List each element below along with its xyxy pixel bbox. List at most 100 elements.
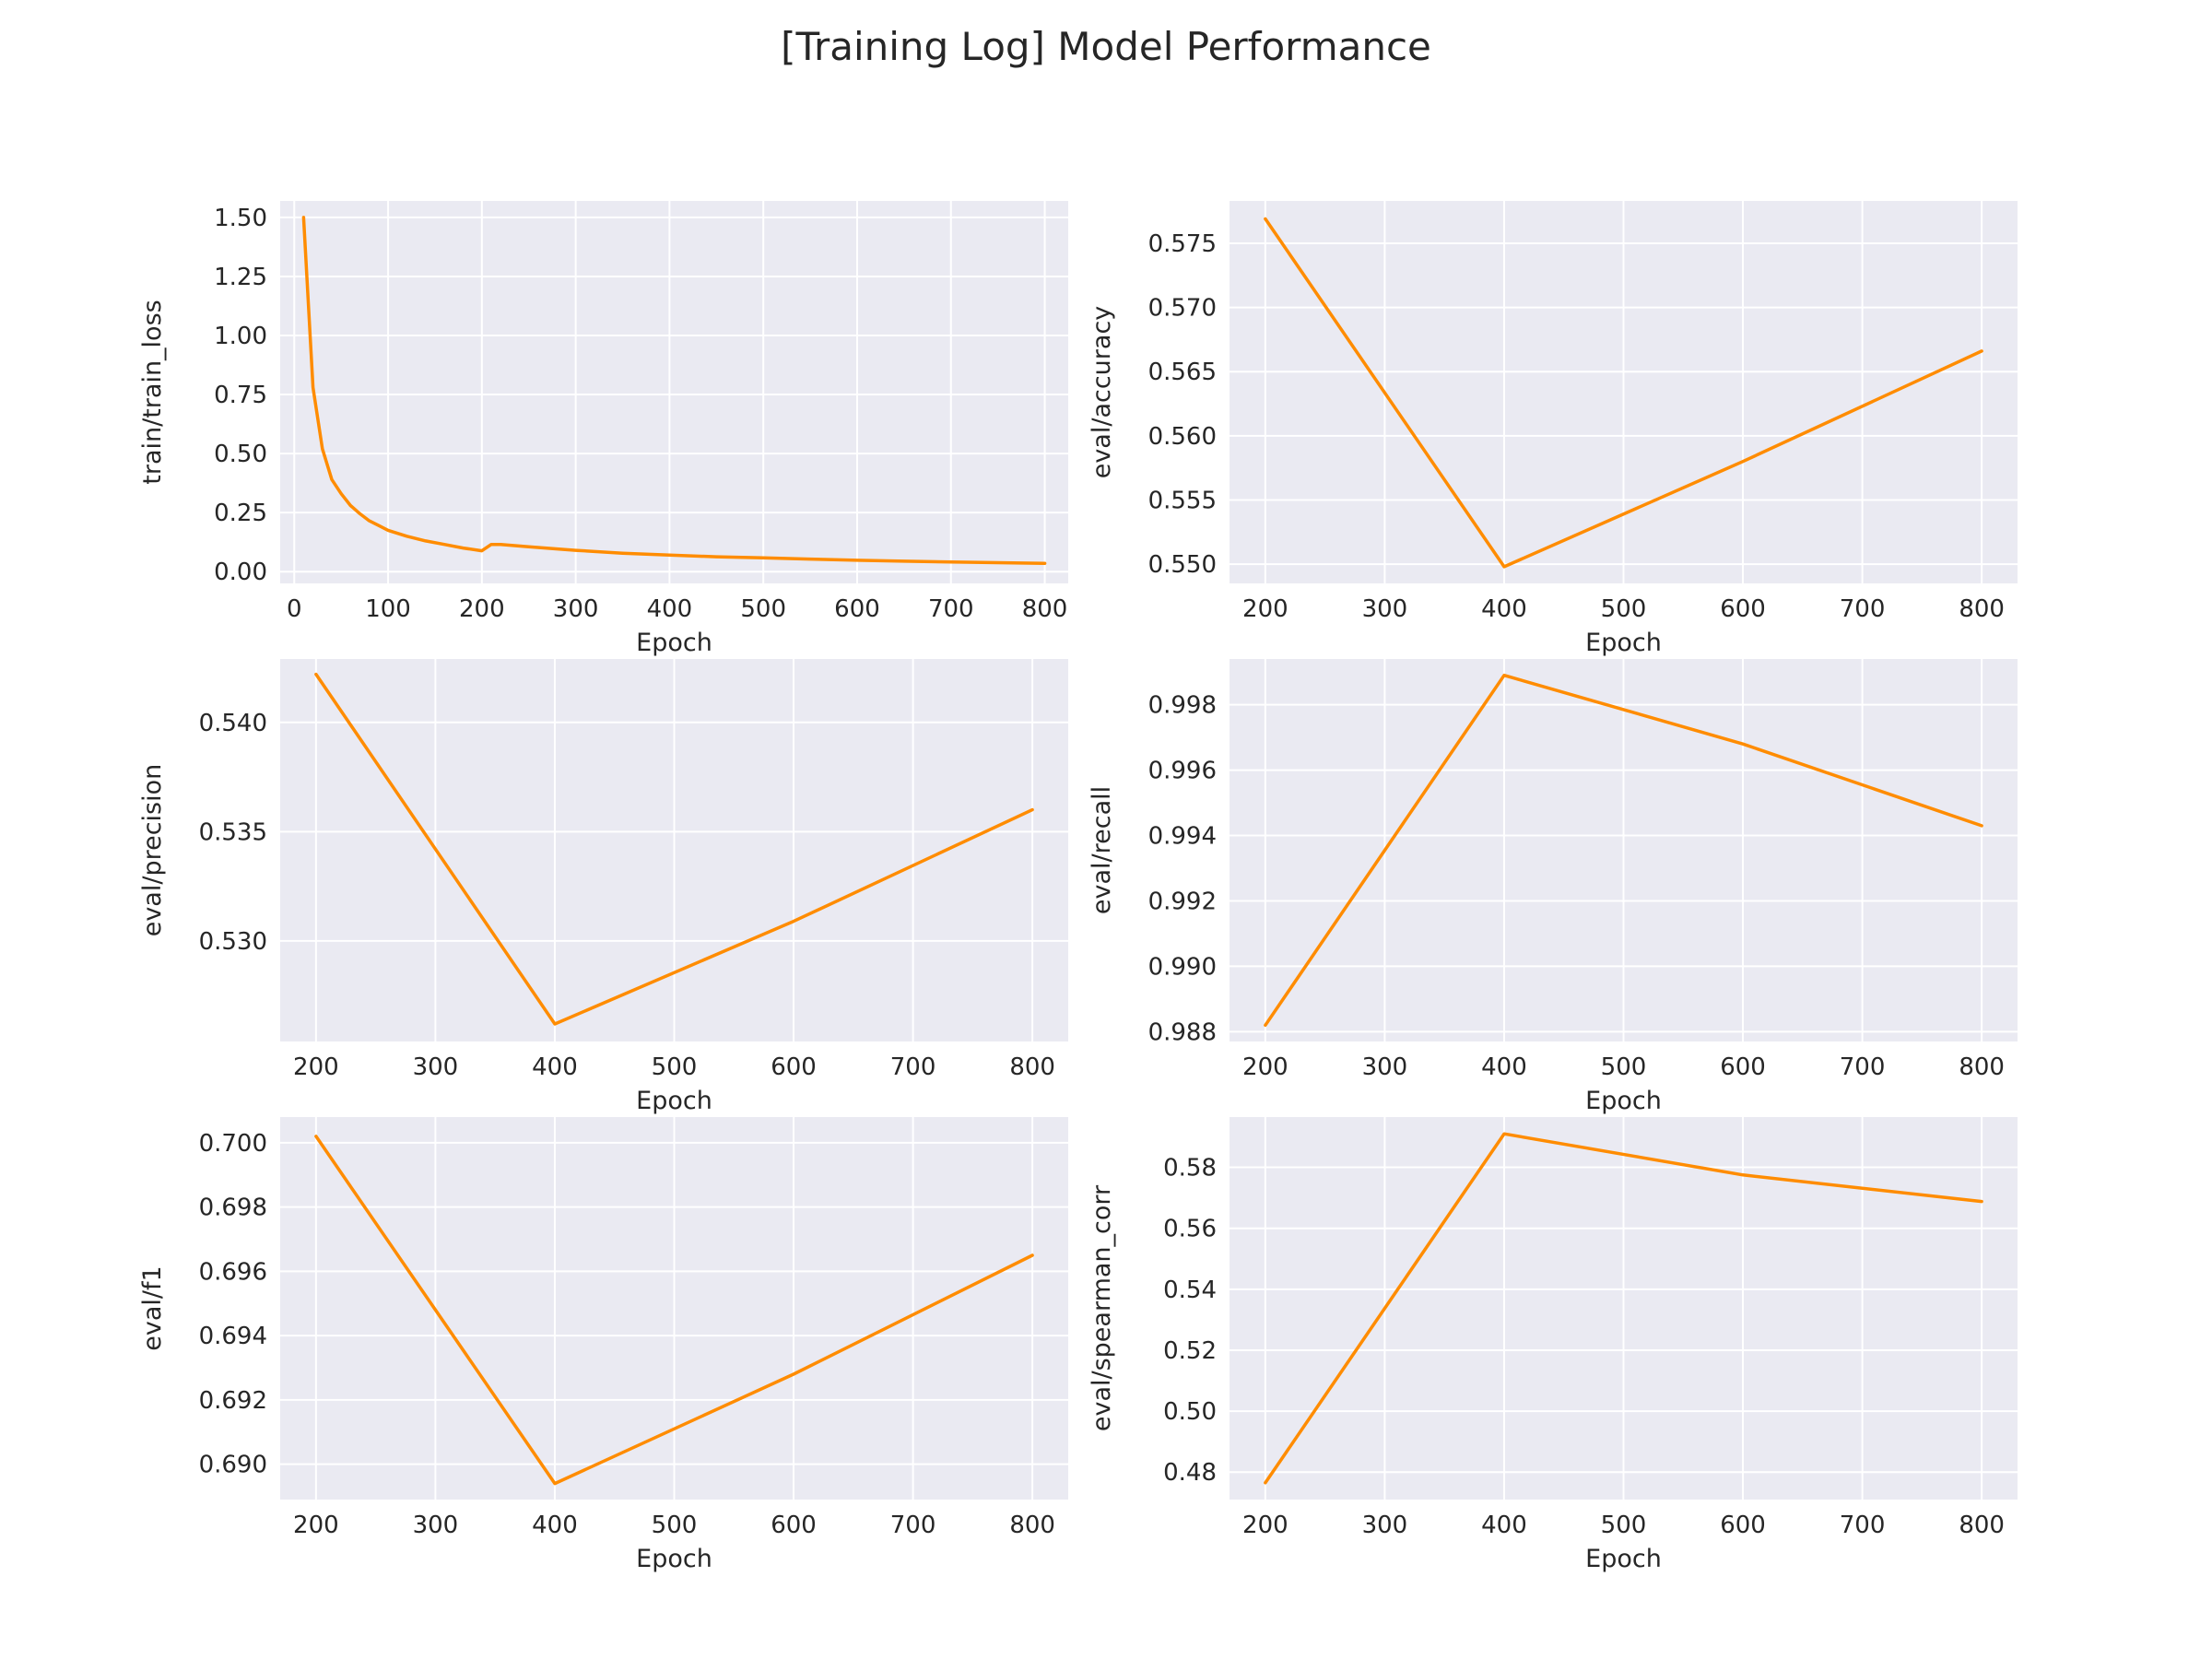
y-tick-label: 0.555 xyxy=(1148,487,1217,514)
x-axis-label: Epoch xyxy=(1585,1545,1662,1573)
figure-title: [Training Log] Model Performance xyxy=(781,24,1431,69)
x-tick-label: 800 xyxy=(1959,1053,2005,1081)
subplot-2: 200 300 400 500 600 700 800 0.550 0.555 0.560 0.56… xyxy=(1088,201,2018,657)
x-tick-label: 500 xyxy=(1601,1053,1647,1081)
x-tick-label: 200 xyxy=(459,595,505,623)
y-tick-label: 0.696 xyxy=(199,1258,267,1286)
x-tick-label: 200 xyxy=(1242,1053,1288,1081)
x-tick-label: 100 xyxy=(365,595,411,623)
x-tick-label: 700 xyxy=(890,1512,936,1539)
x-tick-label: 700 xyxy=(890,1053,936,1081)
y-tick-label: 0.694 xyxy=(199,1323,267,1350)
x-tick-label: 500 xyxy=(740,595,786,623)
series-line xyxy=(1264,217,1983,569)
x-axis-label: Epoch xyxy=(636,1545,712,1573)
x-tick-label: 300 xyxy=(553,595,599,623)
y-tick-label: 1.25 xyxy=(214,264,267,291)
subplot-1: 0 100 200 300 400 500 600 700 800 0.00 0.25 0.50 0.7… xyxy=(138,201,1068,657)
x-tick-label: 400 xyxy=(647,595,693,623)
x-tick-label: 600 xyxy=(834,595,880,623)
y-tick-label: 0.700 xyxy=(199,1130,267,1158)
x-tick-label: 400 xyxy=(532,1053,578,1081)
y-tick-label: 0.570 xyxy=(1148,295,1217,323)
y-tick-label: 0.75 xyxy=(214,382,267,409)
y-tick-label: 0.52 xyxy=(1163,1337,1217,1365)
y-tick-label: 0.565 xyxy=(1148,359,1217,386)
x-tick-label: 700 xyxy=(928,595,974,623)
y-tick-label: 0.996 xyxy=(1148,758,1217,785)
x-tick-label: 400 xyxy=(1481,1053,1527,1081)
x-tick-label: 400 xyxy=(1481,1512,1527,1539)
series-line xyxy=(1264,1132,1983,1485)
x-tick-label: 700 xyxy=(1840,1053,1886,1081)
series-line xyxy=(1264,673,1983,1028)
y-axis-label: eval/spearman_corr xyxy=(1088,1184,1116,1431)
y-axis-label: eval/recall xyxy=(1088,786,1116,914)
y-axis-label: train/train_loss xyxy=(138,300,167,484)
y-tick-label: 0.530 xyxy=(199,928,267,956)
x-tick-label: 800 xyxy=(1959,1512,2005,1539)
y-tick-label: 0.988 xyxy=(1148,1018,1217,1046)
y-tick-label: 0.550 xyxy=(1148,551,1217,579)
y-tick-label: 0.50 xyxy=(1163,1398,1217,1426)
y-axis-label: eval/f1 xyxy=(138,1265,167,1350)
series-line xyxy=(314,672,1034,1026)
y-tick-label: 0.698 xyxy=(199,1194,267,1222)
y-tick-label: 0.535 xyxy=(199,818,267,846)
x-tick-label: 200 xyxy=(1242,1512,1288,1539)
x-tick-label: 300 xyxy=(1362,595,1408,623)
y-tick-label: 1.00 xyxy=(214,323,267,350)
x-axis-label: Epoch xyxy=(636,629,712,657)
subplot-3: 200 300 400 500 600 700 800 0.530 0.535 0.540 Epoc… xyxy=(138,659,1068,1115)
y-tick-label: 0.540 xyxy=(199,710,267,737)
series-line xyxy=(301,216,1047,565)
y-tick-label: 0.50 xyxy=(214,441,267,468)
x-tick-label: 300 xyxy=(1362,1053,1408,1081)
y-tick-label: 0.58 xyxy=(1163,1155,1217,1182)
x-tick-label: 600 xyxy=(1720,595,1766,623)
x-tick-label: 200 xyxy=(293,1512,339,1539)
y-tick-label: 0.992 xyxy=(1148,888,1217,915)
x-tick-label: 500 xyxy=(1601,595,1647,623)
y-tick-label: 0.990 xyxy=(1148,953,1217,981)
y-tick-label: 0.54 xyxy=(1163,1277,1217,1304)
x-tick-label: 400 xyxy=(1481,595,1527,623)
x-tick-label: 800 xyxy=(1022,595,1068,623)
x-tick-label: 300 xyxy=(413,1512,459,1539)
subplot-4: 200 300 400 500 600 700 800 0.988 0.990 0.992 0.99… xyxy=(1088,659,2018,1115)
x-axis-label: Epoch xyxy=(1585,629,1662,657)
x-tick-label: 600 xyxy=(1720,1053,1766,1081)
y-tick-label: 0.25 xyxy=(214,500,267,527)
plot-area xyxy=(280,201,1068,583)
x-tick-label: 700 xyxy=(1840,595,1886,623)
x-tick-label: 600 xyxy=(771,1053,817,1081)
x-tick-label: 300 xyxy=(1362,1512,1408,1539)
y-tick-label: 0.48 xyxy=(1163,1459,1217,1487)
y-tick-label: 0.994 xyxy=(1148,823,1217,851)
series-line xyxy=(314,1135,1034,1486)
y-tick-label: 0.560 xyxy=(1148,423,1217,451)
x-tick-label: 500 xyxy=(652,1053,698,1081)
x-axis-label: Epoch xyxy=(1585,1087,1662,1115)
y-tick-label: 0.998 xyxy=(1148,692,1217,720)
x-tick-label: 500 xyxy=(652,1512,698,1539)
y-tick-label: 0.690 xyxy=(199,1452,267,1479)
x-tick-label: 800 xyxy=(1009,1053,1055,1081)
subplot-6: 200 300 400 500 600 700 800 0.48 0.50 0.52 0.54 0.5… xyxy=(1088,1117,2018,1573)
x-tick-label: 0 xyxy=(287,595,302,623)
y-tick-label: 0.575 xyxy=(1148,230,1217,258)
x-tick-label: 700 xyxy=(1840,1512,1886,1539)
x-tick-label: 600 xyxy=(771,1512,817,1539)
y-axis-label: eval/accuracy xyxy=(1088,306,1116,479)
y-tick-label: 0.56 xyxy=(1163,1216,1217,1243)
x-tick-label: 800 xyxy=(1959,595,2005,623)
y-tick-label: 1.50 xyxy=(214,205,267,232)
y-tick-label: 0.692 xyxy=(199,1387,267,1415)
y-tick-label: 0.00 xyxy=(214,559,267,586)
x-tick-label: 800 xyxy=(1009,1512,1055,1539)
x-tick-label: 300 xyxy=(413,1053,459,1081)
x-tick-label: 200 xyxy=(293,1053,339,1081)
x-tick-label: 200 xyxy=(1242,595,1288,623)
x-axis-label: Epoch xyxy=(636,1087,712,1115)
